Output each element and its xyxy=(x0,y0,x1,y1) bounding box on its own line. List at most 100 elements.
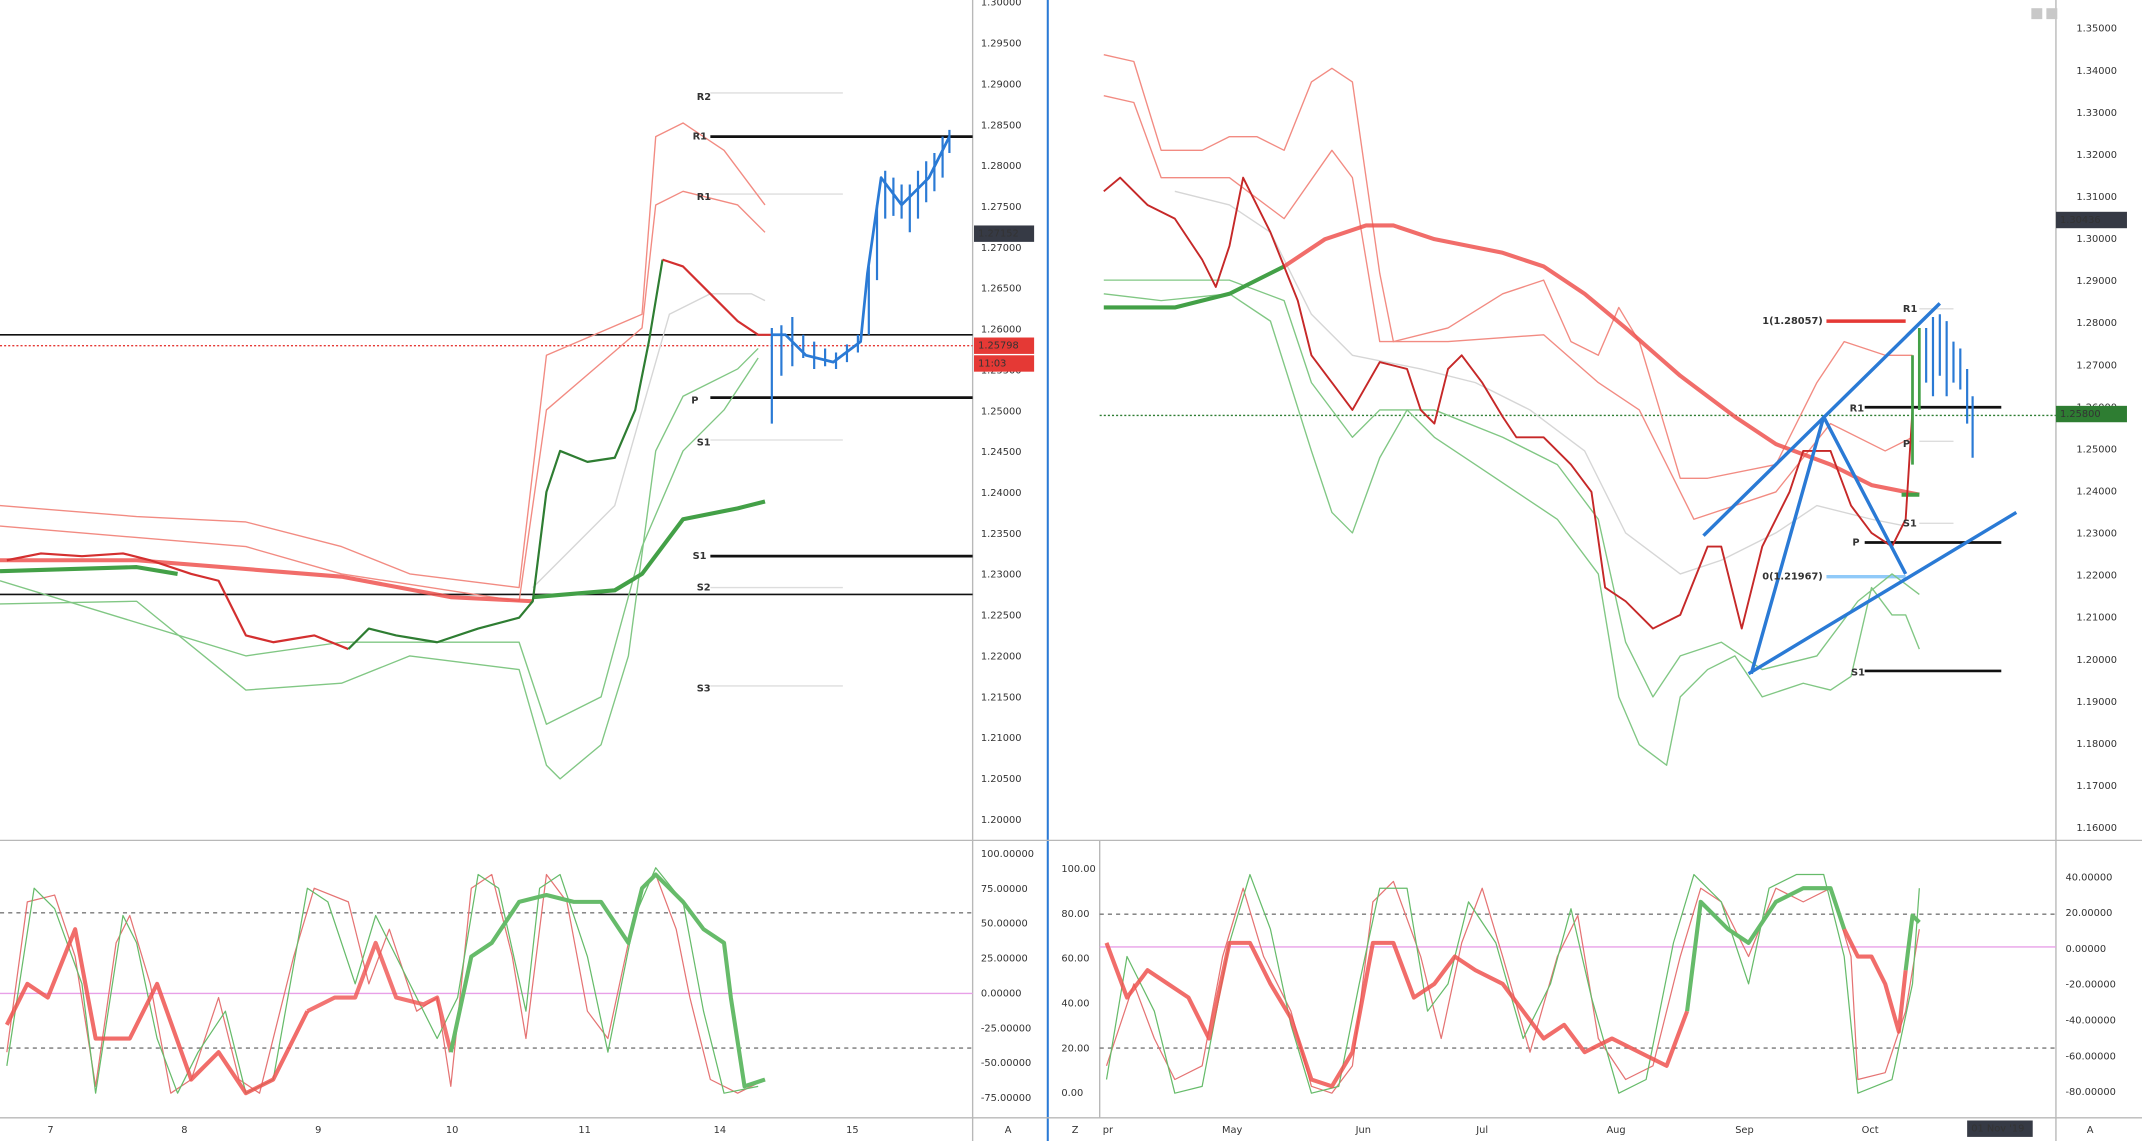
price-axis-label: 1.29000 xyxy=(2076,276,2117,287)
time-tag: 11:03 xyxy=(978,358,1006,369)
indicator-line xyxy=(347,259,664,650)
indicator-line xyxy=(0,347,759,780)
time-axis-label: Oct xyxy=(1862,1125,1879,1136)
stoch-axis-label: 100.00 xyxy=(1061,864,1095,875)
price-axis-label: 1.30000 xyxy=(2076,234,2117,245)
stoch-axis-label: 25.00000 xyxy=(981,954,1028,965)
time-axis-label: Jul xyxy=(1475,1125,1488,1136)
time-tag: 01 Nov '19 xyxy=(1971,1124,2024,1135)
price-axis-label: 1.33000 xyxy=(2076,108,2117,119)
time-axis-label: 7 xyxy=(47,1125,53,1136)
pivot-label: P xyxy=(1852,537,1859,548)
time-tag-bg xyxy=(1967,1120,2033,1137)
stoch-axis-label: 100.00000 xyxy=(981,849,1034,860)
candles xyxy=(1911,327,1921,465)
indicator-line xyxy=(1103,176,1914,630)
time-axis-label: Jun xyxy=(1355,1125,1371,1136)
price-axis-label: 1.28000 xyxy=(981,161,1022,172)
pivot-label: R1 xyxy=(1850,404,1865,415)
price-axis-label: 1.20500 xyxy=(981,774,1022,785)
pivot-label: R1 xyxy=(693,132,708,143)
price-axis-label: 1.25000 xyxy=(981,406,1022,417)
time-axis-label: 9 xyxy=(315,1125,321,1136)
price-axis-label: 1.23000 xyxy=(981,570,1022,581)
stoch-axis-label: -40.00000 xyxy=(2065,1015,2115,1026)
pivot-label: R1 xyxy=(1903,304,1918,315)
indicator-line xyxy=(1103,94,1913,520)
candles xyxy=(1925,314,1974,458)
pivot-label: S1 xyxy=(693,551,707,562)
price-tag: 1.27152 xyxy=(978,229,1019,240)
indicator-line xyxy=(0,122,766,589)
pivot-label: R1 xyxy=(697,192,712,203)
pivot-label: S1 xyxy=(1903,518,1917,529)
price-axis-label: 1.31000 xyxy=(2076,192,2117,203)
indicator-line xyxy=(0,357,759,725)
price-axis-label: 1.21000 xyxy=(981,733,1022,744)
price-axis-label: 1.27000 xyxy=(2076,360,2117,371)
time-axis-label: pr xyxy=(1103,1125,1114,1136)
stoch-axis-label: 40.00 xyxy=(1061,999,1089,1010)
stoch-axis-label: 20.00 xyxy=(1061,1043,1089,1054)
time-axis-label: 10 xyxy=(446,1125,459,1136)
price-axis-label: 1.27500 xyxy=(981,202,1022,213)
price-tag: 1.25798 xyxy=(978,341,1019,352)
price-axis-label: 1.20000 xyxy=(981,815,1022,826)
price-axis-label: 1.21500 xyxy=(981,692,1022,703)
indicator-line xyxy=(662,258,772,336)
corner-label: A xyxy=(1005,1125,1012,1136)
fib-label: 0(1.21967) xyxy=(1762,572,1823,583)
price-axis-label: 1.25000 xyxy=(2076,444,2117,455)
time-axis-label: May xyxy=(1222,1125,1242,1136)
stoch-axis-label: -60.00000 xyxy=(2065,1051,2115,1062)
price-axis-label: 1.18000 xyxy=(2076,739,2117,750)
stoch-axis-label: 40.00000 xyxy=(2065,872,2112,883)
price-tag: 1.25800 xyxy=(2060,409,2101,420)
time-axis-label: 8 xyxy=(181,1125,187,1136)
indicator-line xyxy=(6,552,349,651)
indicator-line xyxy=(1103,279,1920,698)
time-axis-label: Sep xyxy=(1735,1125,1754,1136)
stoch-axis-label: 0.00000 xyxy=(2065,944,2106,955)
pivot-label: S2 xyxy=(697,583,711,594)
stoch-axis-label: 75.00000 xyxy=(981,884,1028,895)
price-axis-label: 1.23000 xyxy=(2076,529,2117,540)
price-axis-label: 1.16000 xyxy=(2076,823,2117,834)
indicator-line xyxy=(1104,940,1690,1089)
stoch-axis-label: -80.00000 xyxy=(2065,1087,2115,1098)
stoch-axis-label: -75.00000 xyxy=(981,1093,1031,1104)
price-axis-label: 1.28000 xyxy=(2076,318,2117,329)
price-axis-label: 1.29500 xyxy=(981,39,1022,50)
price-axis-label: 1.24000 xyxy=(2076,487,2117,498)
indicator-line xyxy=(532,499,766,600)
price-tag-bg xyxy=(2055,405,2127,423)
indicator-line xyxy=(1747,510,2018,676)
stoch-axis-label: 60.00 xyxy=(1061,954,1089,965)
time-axis-label: 11 xyxy=(578,1125,591,1136)
price-axis-label: 1.19000 xyxy=(2076,697,2117,708)
price-tag: 1.30436 xyxy=(2060,215,2101,226)
price-axis-label: 1.27000 xyxy=(981,243,1022,254)
time-axis-label: 15 xyxy=(846,1125,859,1136)
price-axis-label: 1.32000 xyxy=(2076,150,2117,161)
stoch-axis-label: 0.00000 xyxy=(981,988,1022,999)
price-tag-bg xyxy=(2055,211,2127,229)
time-axis-label: 14 xyxy=(714,1125,727,1136)
stoch-axis-label: -20.00000 xyxy=(2065,980,2115,991)
indicator-line xyxy=(1749,415,1908,675)
price-tag-bg xyxy=(974,225,1035,242)
indicator-line xyxy=(0,190,766,602)
panel-shape xyxy=(2046,8,2058,20)
indicator-line xyxy=(0,565,178,576)
stoch-axis-label: 80.00 xyxy=(1061,909,1089,920)
price-axis-label: 1.24000 xyxy=(981,488,1022,499)
indicator-line xyxy=(0,558,533,604)
indicator-line xyxy=(1103,264,1286,310)
price-axis-label: 1.21000 xyxy=(2076,613,2117,624)
price-axis-label: 1.22000 xyxy=(981,651,1022,662)
pivot-label: S1 xyxy=(1851,667,1865,678)
indicator-line xyxy=(306,940,453,1053)
